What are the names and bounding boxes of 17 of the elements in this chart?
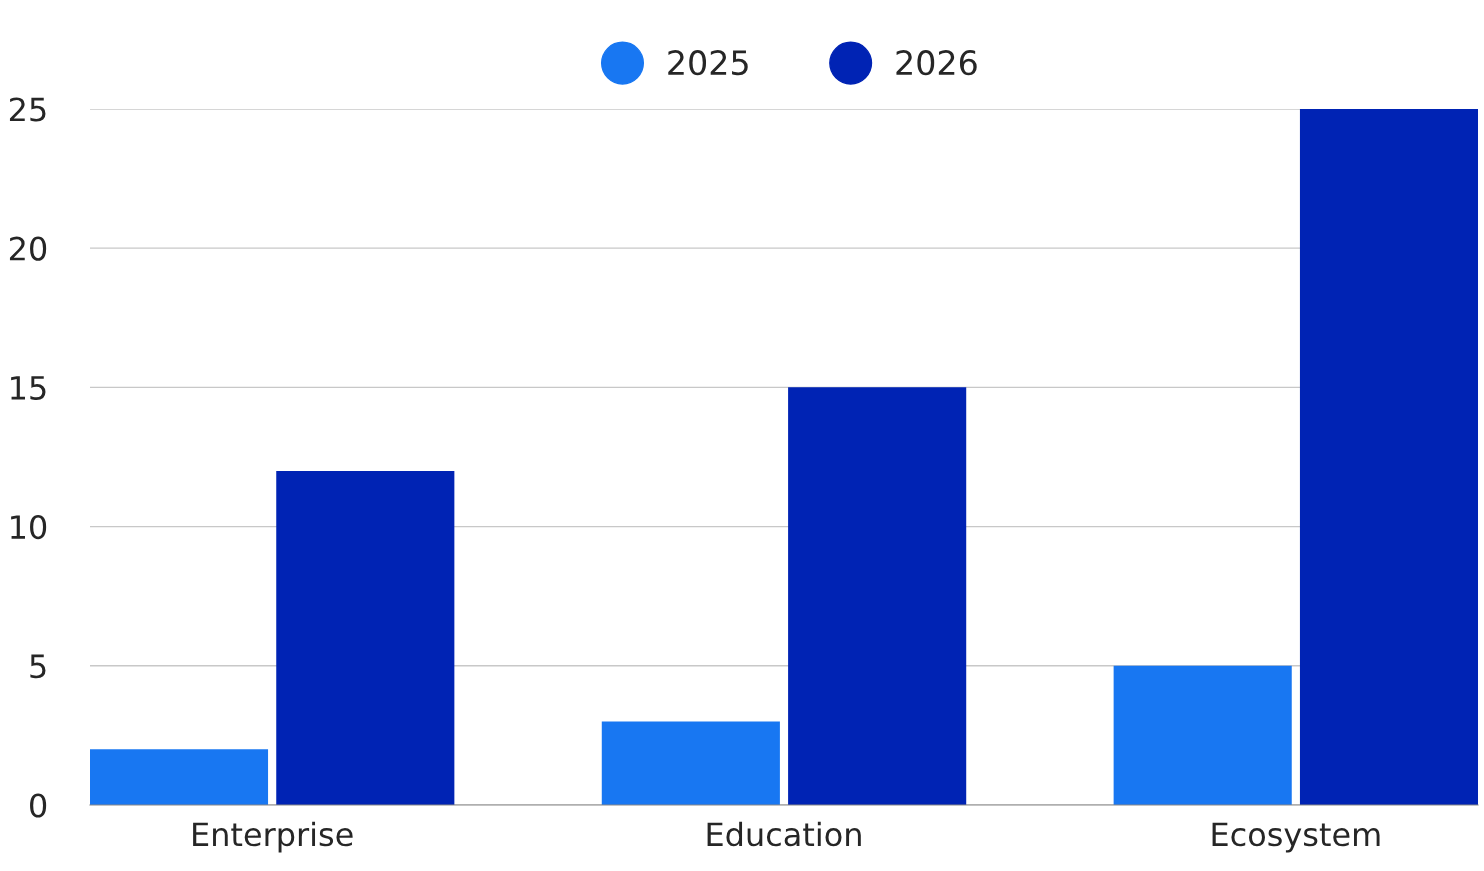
y-tick-label: 25 — [9, 97, 46, 122]
legend-label: 2026 — [896, 50, 977, 76]
bar — [89, 749, 269, 805]
x-tick-label: Enterprise — [193, 821, 353, 853]
y-tick-label: 5 — [30, 654, 46, 679]
bar — [788, 387, 967, 805]
bar — [1113, 665, 1292, 805]
y-tick-label: 10 — [11, 515, 47, 540]
legend-label: 2025 — [668, 50, 748, 76]
y-tick-label: 15 — [11, 376, 46, 400]
x-tick-label: Education — [707, 821, 861, 847]
bar — [1299, 108, 1479, 805]
bar — [601, 721, 780, 805]
x-tick-label: Ecosystem — [1212, 822, 1380, 853]
bar — [276, 470, 455, 805]
y-tick-label: 20 — [9, 236, 47, 261]
y-tick-label: 0 — [30, 793, 47, 818]
